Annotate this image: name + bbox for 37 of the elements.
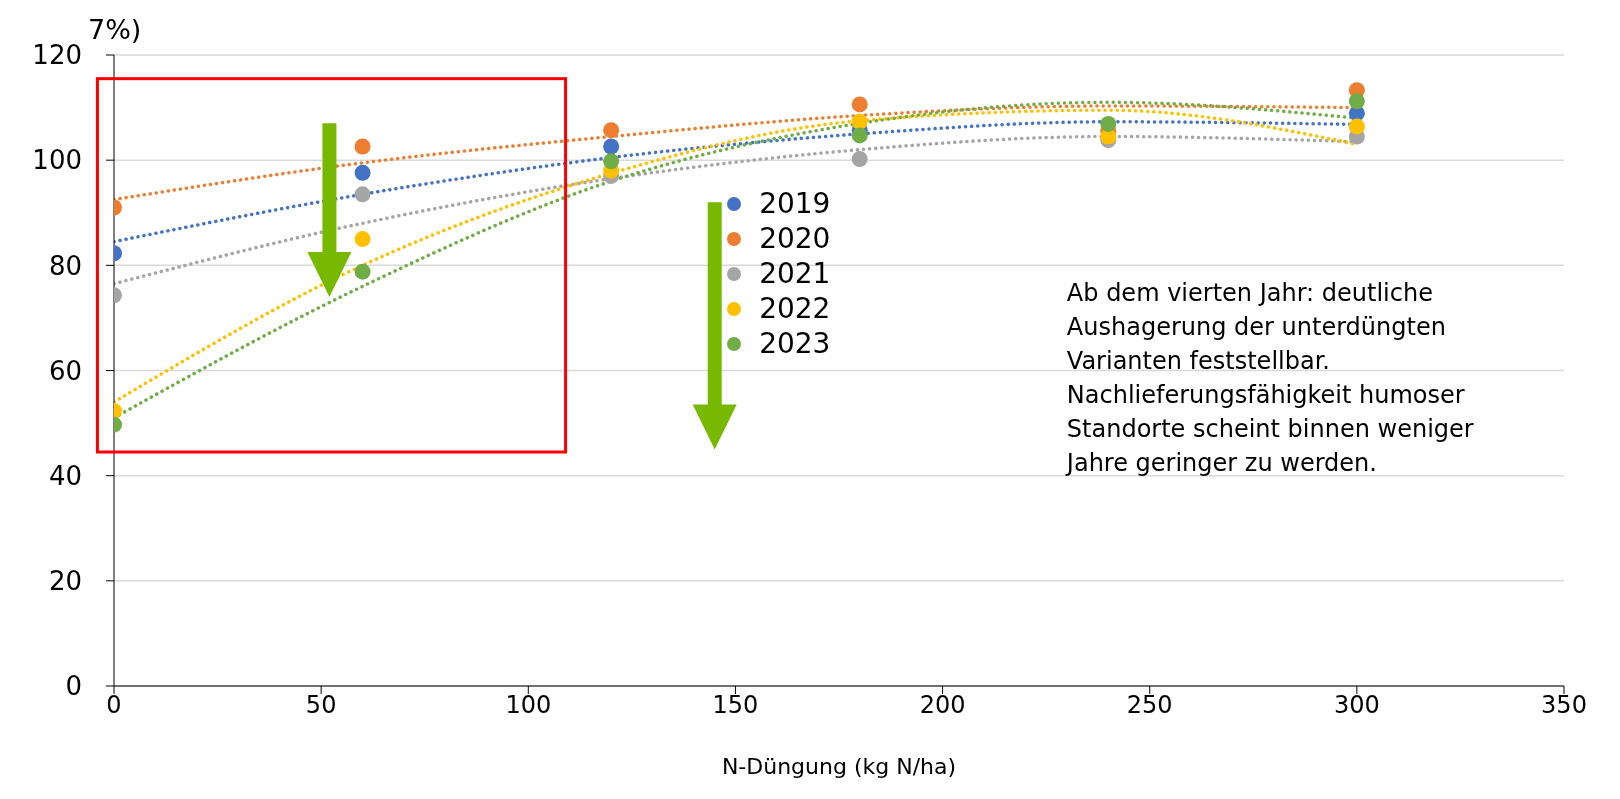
point [354, 186, 371, 203]
y-tick-label: 100 [32, 145, 82, 176]
legend-label: 2023 [759, 326, 831, 362]
annotation: Ab dem vierten Jahr: deutliche Aushagerung der unterdüngten Varianten feststellbar. Nachlieferungsfähigkeit humoser Standorte scheint binnen weniger Jahre geringer zu werden. [1066, 277, 1474, 479]
point [354, 263, 371, 280]
point [354, 164, 371, 181]
x-tick-label: 300 [1333, 691, 1380, 720]
legend-label: 2022 [759, 291, 831, 327]
point [1348, 93, 1365, 110]
x-tick-label: 150 [712, 691, 759, 720]
y-tick-label: 60 [48, 355, 82, 386]
point [354, 138, 371, 155]
point [851, 151, 868, 168]
point [603, 122, 620, 139]
x-tick-label: 250 [1126, 691, 1173, 720]
point [1348, 118, 1365, 135]
point [851, 113, 868, 130]
x-tick-label: 200 [919, 691, 966, 720]
legend-label: 2019 [759, 186, 831, 222]
legend-label: 2021 [759, 256, 831, 292]
point [1100, 115, 1117, 132]
x-tick-label: 50 [305, 691, 337, 720]
x-axis-title: N-Düngung (kg N/ha) [721, 754, 957, 779]
text: 7%) [88, 14, 142, 45]
legend-label: 2020 [759, 221, 831, 257]
point [603, 138, 620, 155]
y-tick-label: 120 [32, 40, 82, 71]
x-tick-label: 350 [1541, 691, 1587, 720]
point [851, 96, 868, 113]
y-tick-label: 20 [48, 566, 82, 597]
point [851, 127, 868, 144]
x-tick-label: 0 [106, 691, 122, 720]
y-tick-label: 80 [48, 250, 82, 281]
point [354, 231, 371, 248]
x-tick-label: 100 [505, 691, 552, 720]
point [603, 153, 620, 170]
y-tick-label: 40 [48, 460, 82, 491]
